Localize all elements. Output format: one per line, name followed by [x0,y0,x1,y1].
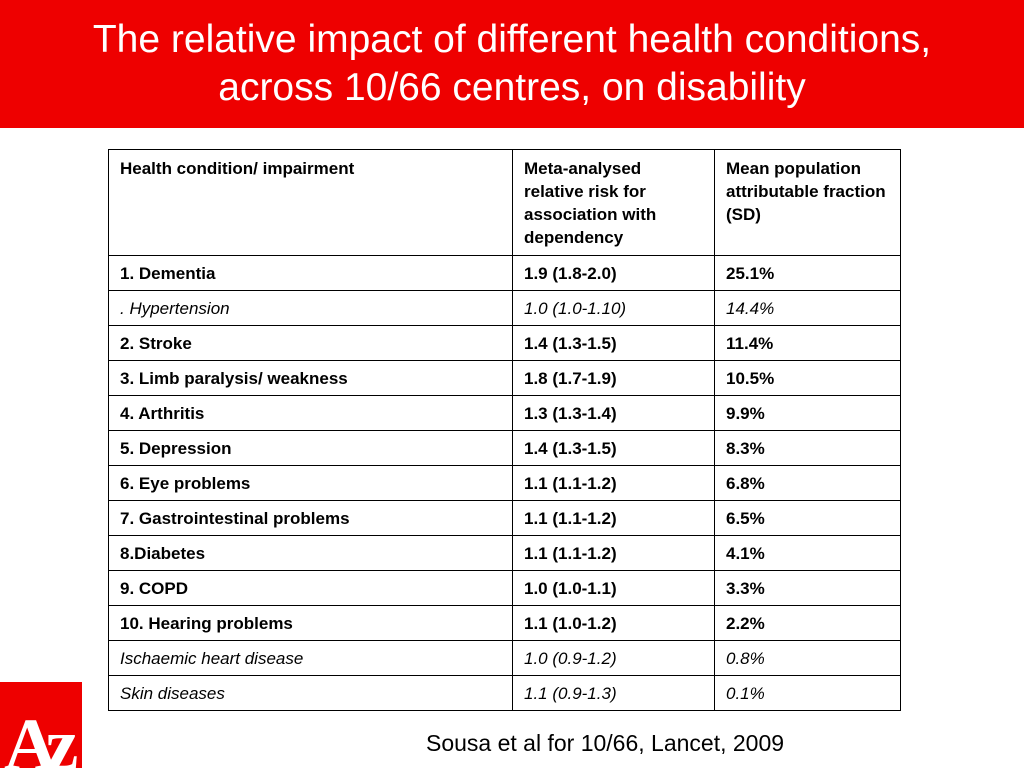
cell-condition: 3. Limb paralysis/ weakness [108,360,513,396]
cell-relative-risk: 1.1 (1.1-1.2) [512,535,715,571]
az-logo: Az [0,682,82,768]
health-conditions-table: Health condition/ impairment Meta-analys… [108,149,901,711]
header-condition: Health condition/ impairment [108,149,513,256]
cell-condition: 2. Stroke [108,325,513,361]
cell-condition: 10. Hearing problems [108,605,513,641]
cell-condition: Skin diseases [108,675,513,711]
cell-attributable-fraction: 2.2% [714,605,901,641]
cell-attributable-fraction: 6.5% [714,500,901,536]
header-attributable-fraction: Mean population attributable fraction (S… [714,149,901,256]
table-row: 7. Gastrointestinal problems 1.1 (1.1-1.2… [108,500,901,536]
table-row: 5. Depression 1.4 (1.3-1.5) 8.3% [108,430,901,466]
cell-relative-risk: 1.4 (1.3-1.5) [512,325,715,361]
cell-condition: 1. Dementia [108,255,513,291]
cell-condition: Ischaemic heart disease [108,640,513,676]
cell-relative-risk: 1.0 (1.0-1.1) [512,570,715,606]
table-body: 1. Dementia 1.9 (1.8-2.0) 25.1%. Hypertens… [108,255,901,711]
slide-title-line-2: across 10/66 centres, on disability [218,66,806,109]
cell-attributable-fraction: 3.3% [714,570,901,606]
az-logo-mark: Az [4,704,78,768]
cell-relative-risk: 1.3 (1.3-1.4) [512,395,715,431]
table-row: 8.Diabetes 1.1 (1.1-1.2) 4.1% [108,535,901,571]
cell-condition: 4. Arthritis [108,395,513,431]
cell-relative-risk: 1.1 (1.1-1.2) [512,500,715,536]
table-row: 9. COPD 1.0 (1.0-1.1) 3.3% [108,570,901,606]
cell-relative-risk: 1.8 (1.7-1.9) [512,360,715,396]
cell-condition: 8.Diabetes [108,535,513,571]
cell-attributable-fraction: 0.1% [714,675,901,711]
cell-attributable-fraction: 10.5% [714,360,901,396]
cell-attributable-fraction: 6.8% [714,465,901,501]
table-row: 3. Limb paralysis/ weakness 1.8 (1.7-1.9)… [108,360,901,396]
cell-condition: 9. COPD [108,570,513,606]
table-row: Skin diseases 1.1 (0.9-1.3) 0.1% [108,675,901,711]
cell-attributable-fraction: 11.4% [714,325,901,361]
table-row: . Hypertension 1.0 (1.0-1.10) 14.4% [108,290,901,326]
table-row: 6. Eye problems 1.1 (1.1-1.2) 6.8% [108,465,901,501]
table-row: 4. Arthritis 1.3 (1.3-1.4) 9.9% [108,395,901,431]
cell-condition: 6. Eye problems [108,465,513,501]
cell-attributable-fraction: 25.1% [714,255,901,291]
table-row: 2. Stroke 1.4 (1.3-1.5) 11.4% [108,325,901,361]
slide-title: The relative impact of different health … [93,16,931,112]
citation: Sousa et al for 10/66, Lancet, 2009 [426,730,785,756]
cell-relative-risk: 1.0 (0.9-1.2) [512,640,715,676]
cell-condition: 7. Gastrointestinal problems [108,500,513,536]
cell-relative-risk: 1.1 (1.1-1.2) [512,465,715,501]
cell-attributable-fraction: 8.3% [714,430,901,466]
slide-title-line-1: The relative impact of different health … [92,18,932,61]
cell-attributable-fraction: 9.9% [714,395,901,431]
cell-relative-risk: 1.0 (1.0-1.10) [512,290,715,326]
cell-relative-risk: 1.1 (0.9-1.3) [512,675,715,711]
cell-condition: . Hypertension [108,290,513,326]
table-row: 1. Dementia 1.9 (1.8-2.0) 25.1% [108,255,901,291]
table-header-row: Health condition/ impairment Meta-analys… [108,149,901,256]
header-relative-risk: Meta-analysed relative risk for associat… [512,149,715,256]
cell-condition: 5. Depression [108,430,513,466]
cell-relative-risk: 1.1 (1.0-1.2) [512,605,715,641]
title-band: The relative impact of different health … [0,0,1024,128]
cell-relative-risk: 1.9 (1.8-2.0) [512,255,715,291]
cell-attributable-fraction: 4.1% [714,535,901,571]
table-row: 10. Hearing problems 1.1 (1.0-1.2) 2.2% [108,605,901,641]
cell-relative-risk: 1.4 (1.3-1.5) [512,430,715,466]
table-row: Ischaemic heart disease 1.0 (0.9-1.2) 0.8% [108,640,901,676]
cell-attributable-fraction: 14.4% [714,290,901,326]
cell-attributable-fraction: 0.8% [714,640,901,676]
